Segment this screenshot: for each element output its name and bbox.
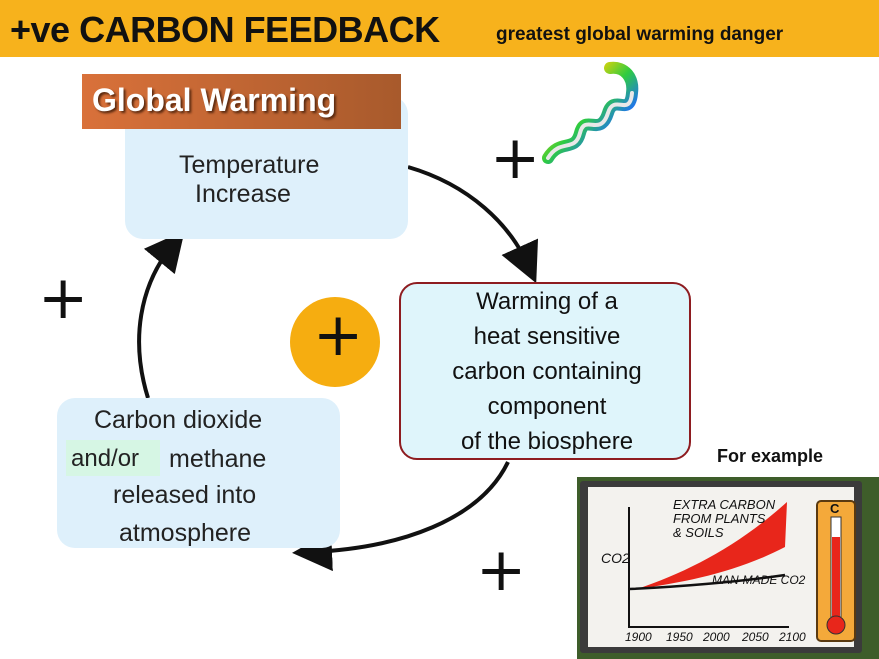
page-title: +ve CARBON FEEDBACK xyxy=(10,9,440,50)
temperature-line-2: Increase xyxy=(195,180,291,208)
cartoon-annotation-2: FROM PLANTS xyxy=(673,511,766,526)
cartoon-xtick-1: 1900 xyxy=(625,630,652,644)
header-bar: +ve CARBON FEEDBACK greatest global warm… xyxy=(0,0,879,57)
cartoon-ylabel: CO2 xyxy=(601,550,630,566)
methane-label: methane xyxy=(169,445,267,473)
warming-biosphere-box: Warming of a heat sensitive carbon conta… xyxy=(399,282,691,460)
center-plus-sign: + xyxy=(313,300,364,370)
and-or-highlight: and/or xyxy=(66,440,160,476)
arrow-to-warming xyxy=(407,165,539,284)
warming-line-4: component xyxy=(487,393,607,420)
plus-sign-top-right: + xyxy=(490,123,541,193)
warming-line-1: Warming of a xyxy=(476,288,618,315)
thermometer-icon xyxy=(816,500,856,642)
co2-line-3: released into xyxy=(113,481,257,509)
cartoon-annotation-1: EXTRA CARBON xyxy=(673,497,776,512)
cartoon-series-label: MAN-MADE CO2 xyxy=(712,573,806,587)
global-warming-label: Global Warming xyxy=(92,82,337,118)
plus-sign-left: + xyxy=(38,263,89,333)
rainbow-spiral-icon xyxy=(542,61,639,164)
thermometer-label: C xyxy=(830,501,840,516)
co2-line-4: atmosphere xyxy=(119,519,252,547)
cartoon-xtick-5: 2100 xyxy=(779,630,806,644)
temperature-line-1: Temperature xyxy=(179,151,320,179)
arrow-to-co2 xyxy=(292,461,510,572)
cartoon-xtick-2: 1950 xyxy=(666,630,693,644)
cartoon-annotation-3: & SOILS xyxy=(673,525,724,540)
co2-line-1: Carbon dioxide xyxy=(94,406,263,434)
and-or-label: and/or xyxy=(71,445,140,472)
positive-feedback-badge: + xyxy=(290,297,380,387)
plus-sign-bottom-right: + xyxy=(476,535,527,605)
carbon-feedback-cartoon: EXTRA CARBON FROM PLANTS & SOILS CO2 MAN… xyxy=(577,477,879,659)
cartoon-xtick-3: 2000 xyxy=(703,630,730,644)
page-subtitle: greatest global warming danger xyxy=(496,24,784,45)
cartoon-xtick-4: 2050 xyxy=(742,630,769,644)
warming-line-2: heat sensitive xyxy=(473,323,621,350)
warming-line-5: of the biosphere xyxy=(460,428,634,455)
warming-line-3: carbon containing xyxy=(452,358,642,385)
example-label: For example xyxy=(717,446,824,466)
global-warming-banner: Global Warming xyxy=(82,74,401,129)
arrow-to-temperature xyxy=(137,230,185,399)
